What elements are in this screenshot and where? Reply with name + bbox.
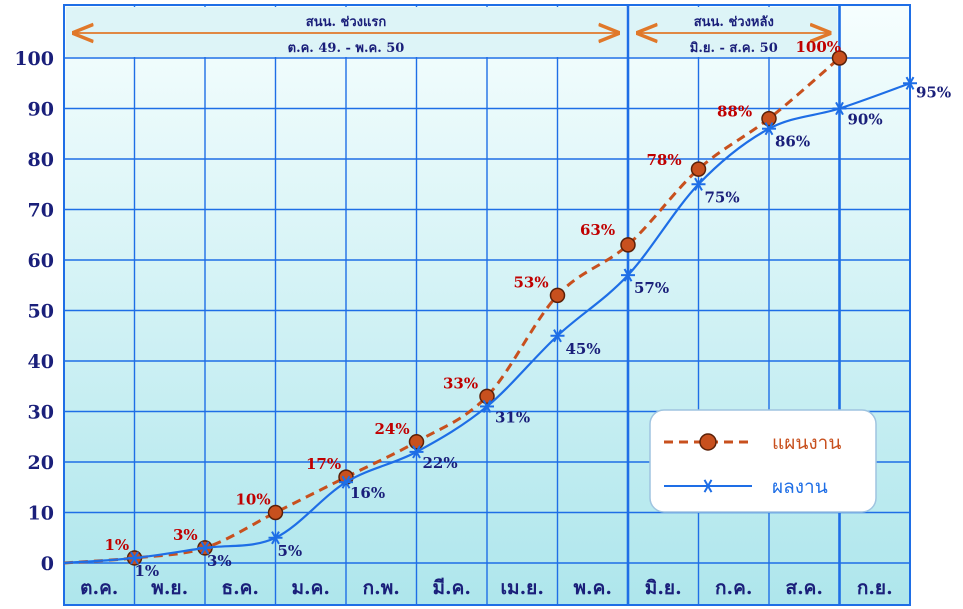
plan-data-label: 10% xyxy=(236,491,271,509)
legend-actual-label: ผลงาน xyxy=(772,476,828,498)
plot-frame xyxy=(63,4,911,606)
actual-point xyxy=(691,177,706,191)
x-tick-label: มี.ค. xyxy=(433,577,471,599)
actual-point xyxy=(903,76,917,90)
plan-point xyxy=(831,50,848,66)
plan-data-label: 100% xyxy=(796,38,842,56)
y-tick-label: 50 xyxy=(28,301,54,323)
legend-plan-label: แผนงาน xyxy=(772,432,841,454)
legend-box xyxy=(649,409,877,513)
plan-point xyxy=(267,504,284,521)
y-tick-label: 60 xyxy=(28,250,54,272)
asterisk-stroke xyxy=(271,531,280,545)
actual-data-label: 31% xyxy=(495,408,530,426)
asterisk-stroke xyxy=(764,122,774,136)
actual-data-label: 1% xyxy=(135,562,160,580)
plan-point xyxy=(549,287,566,304)
asterisk-stroke xyxy=(412,445,421,459)
y-tick-label: 30 xyxy=(28,402,54,424)
actual-point xyxy=(550,329,565,343)
plan-data-label: 3% xyxy=(173,526,198,544)
actual-point xyxy=(409,445,424,459)
asterisk-stroke xyxy=(341,475,351,489)
x-tick-label: ธ.ค. xyxy=(221,577,259,599)
actual-point xyxy=(480,399,494,414)
x-tick-label: ก.ค. xyxy=(715,577,752,599)
asterisk-stroke xyxy=(623,268,633,282)
actual-point xyxy=(127,551,142,565)
asterisk-stroke xyxy=(482,399,492,414)
actual-data-label: 3% xyxy=(207,552,232,570)
asterisk-stroke xyxy=(703,479,713,493)
y-tick-label: 0 xyxy=(41,553,54,575)
series-actual: 1% 3% 5% 16% 22% 31% 45% 57% 75% 86% 90% 95% xyxy=(63,76,951,580)
x-tick-label: ส.ค. xyxy=(785,577,823,599)
x-tick-label: ม.ค. xyxy=(292,577,330,599)
actual-data-label: 86% xyxy=(775,133,810,151)
y-tick-label: 20 xyxy=(28,452,54,474)
plan-data-label: 1% xyxy=(105,536,130,554)
actual-data-label: 5% xyxy=(278,542,303,560)
phase-subtitle: ต.ค. 49. - พ.ค. 50 xyxy=(288,41,405,56)
actual-data-label: 45% xyxy=(566,340,601,358)
x-axis-ticks: ต.ค. พ.ย. ธ.ค. ม.ค. ก.พ. มี.ค. เม.ย. พ.ค. มิ.ย. ก… xyxy=(80,577,893,599)
y-tick-label: 80 xyxy=(28,149,54,171)
actual-point xyxy=(762,122,776,136)
y-tick-label: 10 xyxy=(28,503,54,525)
x-tick-label: เม.ย. xyxy=(501,577,544,599)
plan-data-label: 17% xyxy=(306,455,341,473)
x-tick-label: ต.ค. xyxy=(80,577,118,599)
phase-subtitle: มิ.ย. - ส.ค. 50 xyxy=(690,41,778,56)
x-tick-label: พ.ย. xyxy=(151,577,188,599)
asterisk-stroke xyxy=(200,541,210,555)
actual-point xyxy=(701,479,715,493)
grid xyxy=(63,4,911,606)
y-axis-ticks: 0 10 20 30 40 50 60 70 80 90 100 xyxy=(14,48,54,575)
plan-data-label: 53% xyxy=(514,273,549,291)
x-tick-label: ก.ย. xyxy=(857,577,893,599)
asterisk-stroke xyxy=(130,551,139,565)
plan-point xyxy=(690,161,707,177)
asterisk-stroke xyxy=(694,177,703,191)
phase-title: สนน. ช่วงหลัง xyxy=(694,15,774,30)
plan-point xyxy=(761,110,777,127)
actual-data-label: 75% xyxy=(705,188,740,206)
plan-point xyxy=(620,237,636,253)
y-tick-label: 40 xyxy=(28,351,54,373)
legend-plan-marker xyxy=(699,433,717,451)
phase-title: สนน. ช่วงแรก xyxy=(306,15,387,30)
plan-point xyxy=(408,434,425,450)
actual-data-label: 16% xyxy=(350,484,385,502)
actual-point xyxy=(621,268,635,282)
x-tick-label: มิ.ย. xyxy=(645,577,682,599)
plan-data-label: 33% xyxy=(443,374,478,392)
asterisk-stroke xyxy=(553,329,562,343)
y-tick-label: 90 xyxy=(28,99,54,121)
asterisk-stroke xyxy=(835,101,844,116)
x-tick-label: พ.ค. xyxy=(574,577,612,599)
plan-data-label: 88% xyxy=(717,103,752,121)
actual-point xyxy=(198,541,212,555)
asterisk-stroke xyxy=(905,76,915,90)
actual-data-label: 57% xyxy=(634,279,669,297)
plan-point xyxy=(479,388,495,405)
actual-data-label: 22% xyxy=(423,454,458,472)
plan-data-label: 78% xyxy=(647,151,682,169)
y-tick-label: 100 xyxy=(14,48,54,70)
actual-data-label: 90% xyxy=(848,111,883,129)
actual-data-label: 95% xyxy=(916,83,951,101)
actual-point xyxy=(832,101,847,116)
plan-data-label: 63% xyxy=(580,221,615,239)
x-tick-label: ก.พ. xyxy=(363,577,400,599)
plan-data-label: 24% xyxy=(375,420,410,438)
y-tick-label: 70 xyxy=(28,200,54,222)
actual-point xyxy=(339,475,353,489)
actual-point xyxy=(268,531,283,545)
